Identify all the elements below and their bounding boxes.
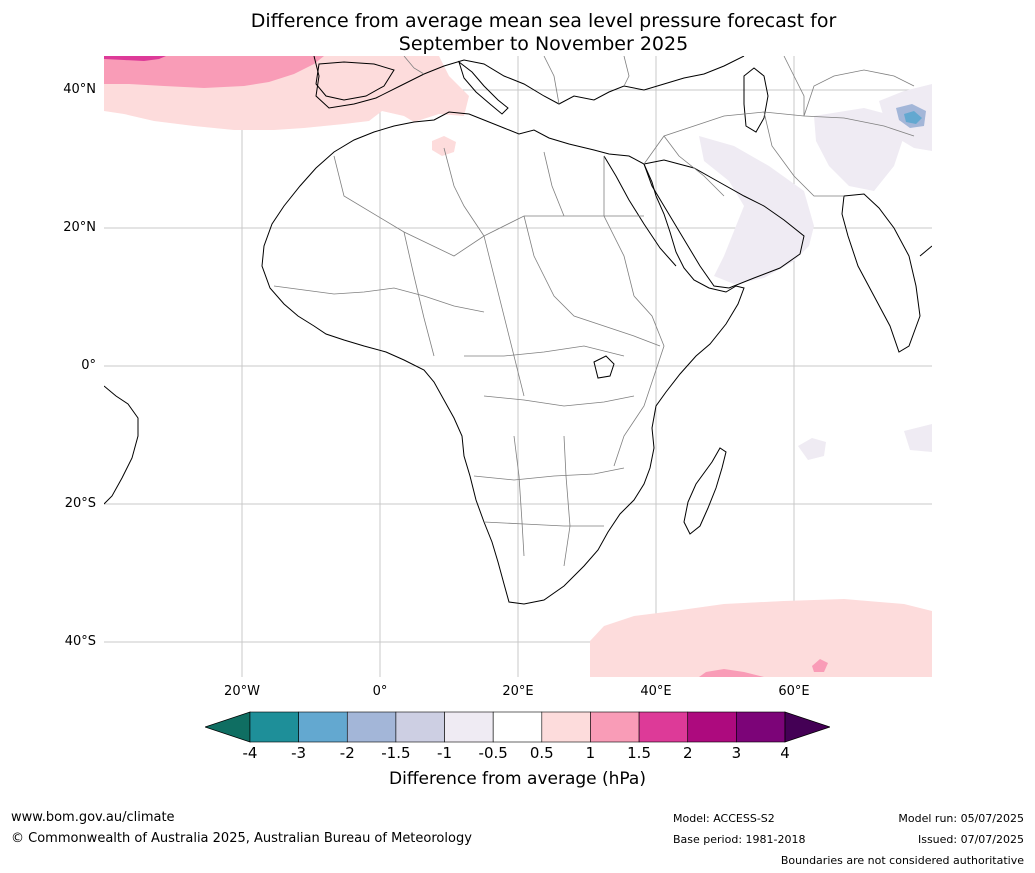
colorbar-tick-label: 2 bbox=[682, 744, 693, 762]
model-text: Model: ACCESS-S2 bbox=[673, 812, 775, 825]
border-europe-2 bbox=[543, 56, 560, 105]
border-middle-east-2 bbox=[663, 135, 725, 197]
anomaly-indian-ocean-patch-1 bbox=[798, 438, 826, 460]
anomaly-north-atlantic-mid bbox=[104, 56, 324, 88]
border-central-africa-2 bbox=[483, 395, 635, 407]
border-southern-africa-1 bbox=[473, 467, 625, 481]
colorbar-tick-label: -0.5 bbox=[478, 744, 508, 762]
colorbar-swatch bbox=[687, 711, 737, 743]
colorbar-arrow-high bbox=[784, 711, 830, 743]
border-sahara-7 bbox=[603, 156, 635, 297]
colorbar-swatch bbox=[541, 711, 591, 743]
red-sea-coastline bbox=[603, 155, 677, 267]
anomaly-algeria-patch bbox=[432, 136, 456, 156]
graticule bbox=[104, 56, 932, 677]
coastlines bbox=[104, 56, 932, 605]
lon-label-20w: 20°W bbox=[224, 684, 260, 699]
lat-label-20n: 20°N bbox=[63, 220, 96, 235]
border-middle-east-3 bbox=[763, 111, 844, 197]
border-sahara-2 bbox=[403, 231, 435, 357]
colorbar-arrow-low bbox=[205, 711, 251, 743]
anomaly-southern-ocean-light bbox=[590, 599, 932, 677]
colorbar-swatch bbox=[492, 711, 543, 743]
colorbar-tick-label: 1.5 bbox=[627, 744, 651, 762]
madagascar-coastline bbox=[683, 447, 727, 535]
lon-label-60e: 60°E bbox=[778, 684, 810, 699]
border-southern-africa-4 bbox=[563, 435, 571, 567]
border-middle-east-4 bbox=[803, 69, 915, 117]
colorbar-tick-label: 4 bbox=[780, 744, 790, 762]
country-borders bbox=[273, 56, 915, 567]
border-central-africa-1 bbox=[464, 345, 625, 357]
italy-coastline bbox=[458, 60, 509, 115]
colorbar-tick-label: 3 bbox=[731, 744, 742, 762]
lat-label-0: 0° bbox=[81, 358, 96, 373]
africa-coastline bbox=[261, 111, 745, 605]
colorbar-swatch bbox=[346, 711, 397, 743]
border-europe-1 bbox=[403, 56, 425, 75]
anomaly-persia-negative bbox=[814, 108, 904, 191]
anomaly-arabia-negative bbox=[699, 136, 814, 284]
india-coastline bbox=[841, 193, 921, 353]
border-sahara-5 bbox=[443, 147, 485, 237]
border-southern-africa-3 bbox=[513, 435, 525, 557]
colorbar-tick-label: 0.5 bbox=[529, 744, 554, 762]
anomaly-himalaya-strong bbox=[904, 111, 922, 124]
lon-label-40e: 40°E bbox=[640, 684, 672, 699]
anomaly-indian-ocean-patch-2 bbox=[904, 424, 932, 452]
anomaly-fields bbox=[104, 56, 932, 677]
anomaly-southern-ocean-mid bbox=[699, 669, 764, 677]
lat-label-40s: 40°S bbox=[64, 634, 96, 649]
border-central-asia bbox=[783, 56, 805, 116]
model-run-text: Model run: 05/07/2025 bbox=[898, 812, 1024, 825]
iberia-coastline bbox=[315, 61, 395, 101]
border-sahara-3 bbox=[483, 235, 525, 397]
colorbar-tick-label: -1.5 bbox=[381, 744, 411, 762]
border-europe-3 bbox=[623, 56, 630, 87]
border-sahara-6 bbox=[543, 151, 565, 217]
anomaly-southern-ocean-spot bbox=[812, 659, 828, 672]
south-america-coastline bbox=[104, 385, 139, 505]
lake-victoria bbox=[593, 355, 615, 379]
colorbar-swatch bbox=[590, 711, 640, 743]
map-title-line-1: Difference from average mean sea level p… bbox=[250, 10, 837, 32]
colorbar-swatch bbox=[298, 711, 348, 743]
colorbar-swatch bbox=[444, 711, 494, 743]
map-panel[interactable] bbox=[104, 56, 932, 677]
border-sahara-4 bbox=[523, 215, 661, 347]
colorbar-tick-label: -3 bbox=[291, 744, 307, 762]
website-link[interactable]: www.bom.gov.au/climate bbox=[11, 810, 175, 825]
colorbar-tick-label: 1 bbox=[585, 744, 596, 762]
colorbar-swatch bbox=[638, 711, 689, 743]
colorbar-label: Difference from average (hPa) bbox=[389, 769, 646, 789]
base-period-text: Base period: 1981-2018 bbox=[673, 833, 806, 846]
map-svg bbox=[104, 56, 932, 677]
colorbar bbox=[205, 711, 830, 743]
border-east-africa bbox=[613, 295, 665, 467]
anomaly-north-atlantic-high bbox=[104, 56, 166, 61]
copyright-text: © Commonwealth of Australia 2025, Austra… bbox=[11, 831, 472, 846]
lon-label-0: 0° bbox=[372, 684, 388, 699]
border-west-africa bbox=[273, 285, 485, 313]
map-title-line-2: September to November 2025 bbox=[398, 33, 689, 55]
colorbar-swatch bbox=[736, 711, 786, 743]
map-title: Difference from average mean sea level p… bbox=[0, 10, 1035, 56]
colorbar-tick-label: -4 bbox=[242, 744, 258, 762]
europe-coastline bbox=[313, 56, 745, 109]
lat-label-40n: 40°N bbox=[63, 82, 96, 97]
colorbar-swatch bbox=[395, 711, 445, 743]
colorbar-swatch bbox=[249, 711, 299, 743]
colorbar-tick-label: -2 bbox=[339, 744, 355, 762]
arabia-coastline bbox=[643, 159, 805, 289]
colorbar-tick-label: -1 bbox=[437, 744, 453, 762]
disclaimer-text: Boundaries are not considered authoritat… bbox=[780, 854, 1024, 867]
caspian-coastline bbox=[743, 67, 769, 133]
lat-label-20s: 20°S bbox=[64, 496, 96, 511]
lon-label-20e: 20°E bbox=[502, 684, 534, 699]
bay-of-bengal-coastline bbox=[919, 245, 932, 257]
border-southern-africa-2 bbox=[483, 521, 604, 527]
issued-text: Issued: 07/07/2025 bbox=[917, 833, 1024, 846]
colorbar-swatches bbox=[205, 711, 830, 743]
